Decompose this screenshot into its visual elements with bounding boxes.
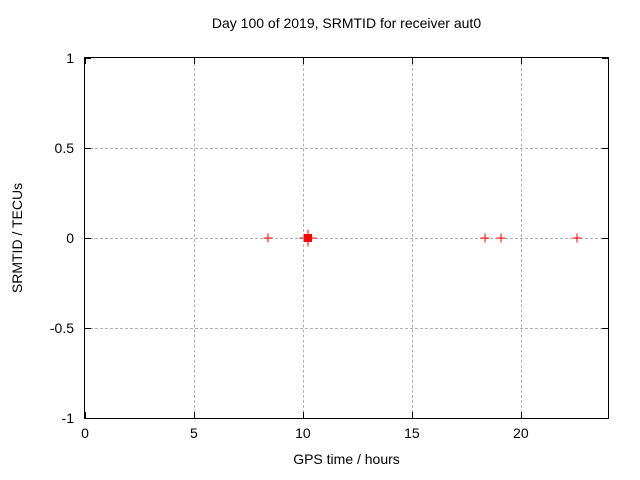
tick-mark: [602, 418, 608, 419]
tick-mark: [602, 238, 608, 239]
plot-area: 0 5 10 15 20 1 0.5 0 -0.5 -1: [50, 51, 609, 440]
y-tick-label: 0.5: [54, 140, 74, 156]
x-tick-label: 20: [513, 425, 529, 441]
tick-mark: [193, 412, 195, 418]
tick-mark: [85, 148, 91, 149]
chart-title: Day 100 of 2019, SRMTID for receiver aut…: [211, 15, 482, 31]
tick-mark: [602, 58, 608, 59]
data-point-filled-square: [304, 234, 313, 242]
tick-mark: [85, 238, 91, 239]
gridline-horizontal: [85, 328, 608, 329]
tick-mark: [520, 412, 522, 418]
data-point-plus: [496, 233, 506, 243]
tick-mark: [302, 58, 304, 64]
x-axis-label: GPS time / hours: [293, 451, 400, 467]
tick-mark: [85, 328, 91, 329]
tick-mark: [193, 58, 195, 64]
gridline-horizontal: [85, 238, 608, 239]
tick-mark: [85, 58, 86, 64]
y-tick-label: 0: [66, 230, 74, 246]
data-point-plus: [572, 233, 582, 243]
tick-mark: [302, 412, 304, 418]
tick-mark: [602, 328, 608, 329]
x-tick-label: 0: [81, 425, 89, 441]
tick-mark: [411, 58, 413, 64]
data-point-plus: [263, 233, 273, 243]
x-tick-label: 10: [295, 425, 311, 441]
tick-mark: [85, 412, 86, 418]
tick-mark: [85, 418, 91, 419]
y-tick-label: -1: [61, 410, 74, 426]
y-axis-label: SRMTID / TECUs: [9, 182, 25, 294]
x-tick-label: 5: [190, 425, 198, 441]
y-tick-label: -0.5: [49, 320, 74, 336]
y-tick-label: 1: [66, 50, 74, 66]
tick-mark: [85, 58, 91, 59]
tick-mark: [520, 58, 522, 64]
data-point-plus: [480, 233, 490, 243]
tick-mark: [602, 148, 608, 149]
gridline-horizontal: [85, 148, 608, 149]
tick-mark: [411, 412, 413, 418]
x-tick-label: 15: [404, 425, 420, 441]
